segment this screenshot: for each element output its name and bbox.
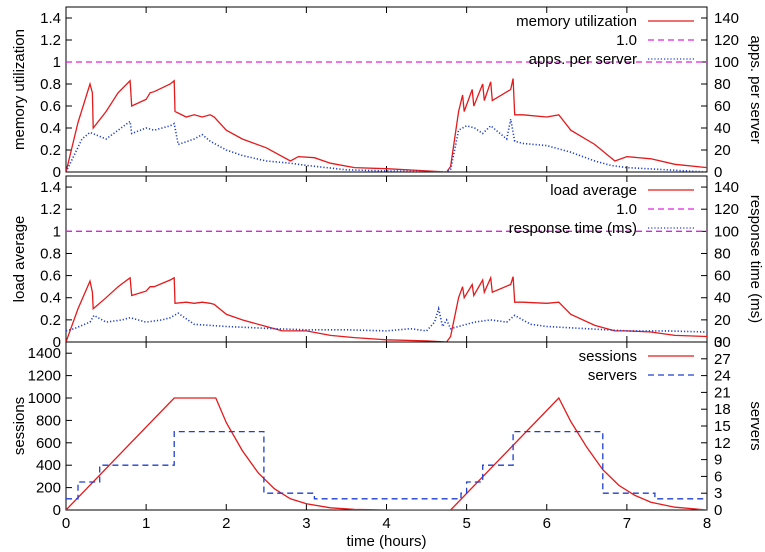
- y2-tick-label: 15: [714, 418, 731, 435]
- y-tick-label: 1400: [28, 345, 61, 362]
- y2-tick-label: 24: [714, 368, 731, 385]
- panel-1: 0 0.2 0.4 0.6 0.8 1 1.2 1.4 0 20 40 60 80 100 120 140 me…: [11, 6, 764, 181]
- y-tick-label: 0.4: [40, 120, 61, 137]
- y2-tick-label: 9: [714, 452, 722, 469]
- x-tick-label: 8: [703, 515, 711, 532]
- y2-tick-label: 0: [714, 502, 722, 519]
- y2-tick-label: 6: [714, 468, 722, 485]
- y2-tick-label: 80: [714, 245, 731, 262]
- y-tick-label: 0.6: [40, 98, 61, 115]
- legend-label: memory utilization: [516, 13, 637, 30]
- y2-tick-label: 80: [714, 76, 731, 93]
- y-tick-label: 1000: [28, 390, 61, 407]
- y2-tick-label: 40: [714, 290, 731, 307]
- series-line: [66, 396, 707, 510]
- y2-tick-label: 20: [714, 142, 731, 159]
- legend-label: 1.0: [616, 32, 637, 49]
- y2-axis-label: apps. per server: [747, 35, 764, 143]
- x-tick-label: 3: [302, 515, 310, 532]
- y-tick-label: 1200: [28, 368, 61, 385]
- y-tick-label: 1.4: [40, 179, 61, 196]
- y2-tick-label: 100: [714, 54, 739, 71]
- y2-tick-label: 21: [714, 384, 731, 401]
- plot-frame: [65, 6, 708, 173]
- y-tick-label: 0.4: [40, 290, 61, 307]
- legend-label: servers: [588, 367, 637, 384]
- series-line: [66, 119, 707, 172]
- x-tick-label: 2: [222, 515, 230, 532]
- y-tick-label: 0.6: [40, 268, 61, 285]
- plot-frame: [65, 175, 708, 343]
- legend-label: load average: [550, 182, 637, 199]
- y-tick-label: 1: [53, 54, 61, 71]
- y-tick-label: 0: [53, 164, 61, 181]
- series-line: [66, 305, 707, 333]
- y2-tick-label: 0: [714, 164, 722, 181]
- y-tick-label: 0.2: [40, 312, 61, 329]
- x-tick-label: 7: [623, 515, 631, 532]
- y2-tick-label: 100: [714, 223, 739, 240]
- x-tick-label: 0: [62, 515, 70, 532]
- series-line: [66, 430, 707, 500]
- y2-tick-label: 18: [714, 401, 731, 418]
- y2-tick-label: 140: [714, 10, 739, 27]
- series-line: [66, 275, 707, 342]
- y-tick-label: 0.8: [40, 245, 61, 262]
- y2-tick-label: 60: [714, 98, 731, 115]
- y2-axis-label: response time (ms): [747, 195, 764, 323]
- y-tick-label: 1.2: [40, 32, 61, 49]
- y-axis-label: sessions: [11, 397, 28, 455]
- y2-tick-label: 60: [714, 268, 731, 285]
- y-axis-label: load average: [11, 216, 28, 303]
- x-tick-label: 4: [382, 515, 390, 532]
- y-tick-label: 0.2: [40, 142, 61, 159]
- panel-3: 0200400600800100012001400036912151821242…: [11, 334, 764, 550]
- y-tick-label: 200: [36, 480, 61, 497]
- y-tick-label: 400: [36, 457, 61, 474]
- y2-tick-label: 20: [714, 312, 731, 329]
- y2-tick-label: 120: [714, 32, 739, 49]
- y-tick-label: 1: [53, 223, 61, 240]
- y2-axis-label: servers: [747, 401, 764, 450]
- legend-label: 1.0: [616, 201, 637, 218]
- x-axis-label: time (hours): [346, 533, 426, 550]
- series-line: [66, 78, 707, 172]
- legend-label: apps. per server: [529, 51, 637, 68]
- y-tick-label: 0: [53, 502, 61, 519]
- y2-tick-label: 140: [714, 179, 739, 196]
- legend-label: response time (ms): [509, 220, 637, 237]
- x-tick-label: 5: [462, 515, 470, 532]
- y-tick-label: 1.2: [40, 201, 61, 218]
- x-tick-label: 6: [543, 515, 551, 532]
- y-tick-label: 0.8: [40, 76, 61, 93]
- y-tick-label: 1.4: [40, 10, 61, 27]
- panel-2: 0 0.2 0.4 0.6 0.8 1 1.2 1.4 0 20 40 60 80 100 120 140 lo…: [11, 175, 764, 351]
- y-tick-label: 600: [36, 435, 61, 452]
- y-tick-label: 0: [53, 334, 61, 351]
- y2-tick-label: 27: [714, 351, 731, 368]
- x-tick-label: 1: [142, 515, 150, 532]
- y-axis-label: memory utilization: [11, 29, 28, 150]
- y2-tick-label: 120: [714, 201, 739, 218]
- legend-label: sessions: [579, 348, 637, 365]
- y2-tick-label: 40: [714, 120, 731, 137]
- y2-tick-label: 30: [714, 334, 731, 351]
- y2-tick-label: 12: [714, 435, 731, 452]
- y-tick-label: 800: [36, 412, 61, 429]
- y2-tick-label: 0: [714, 334, 722, 351]
- y2-tick-label: 3: [714, 485, 722, 502]
